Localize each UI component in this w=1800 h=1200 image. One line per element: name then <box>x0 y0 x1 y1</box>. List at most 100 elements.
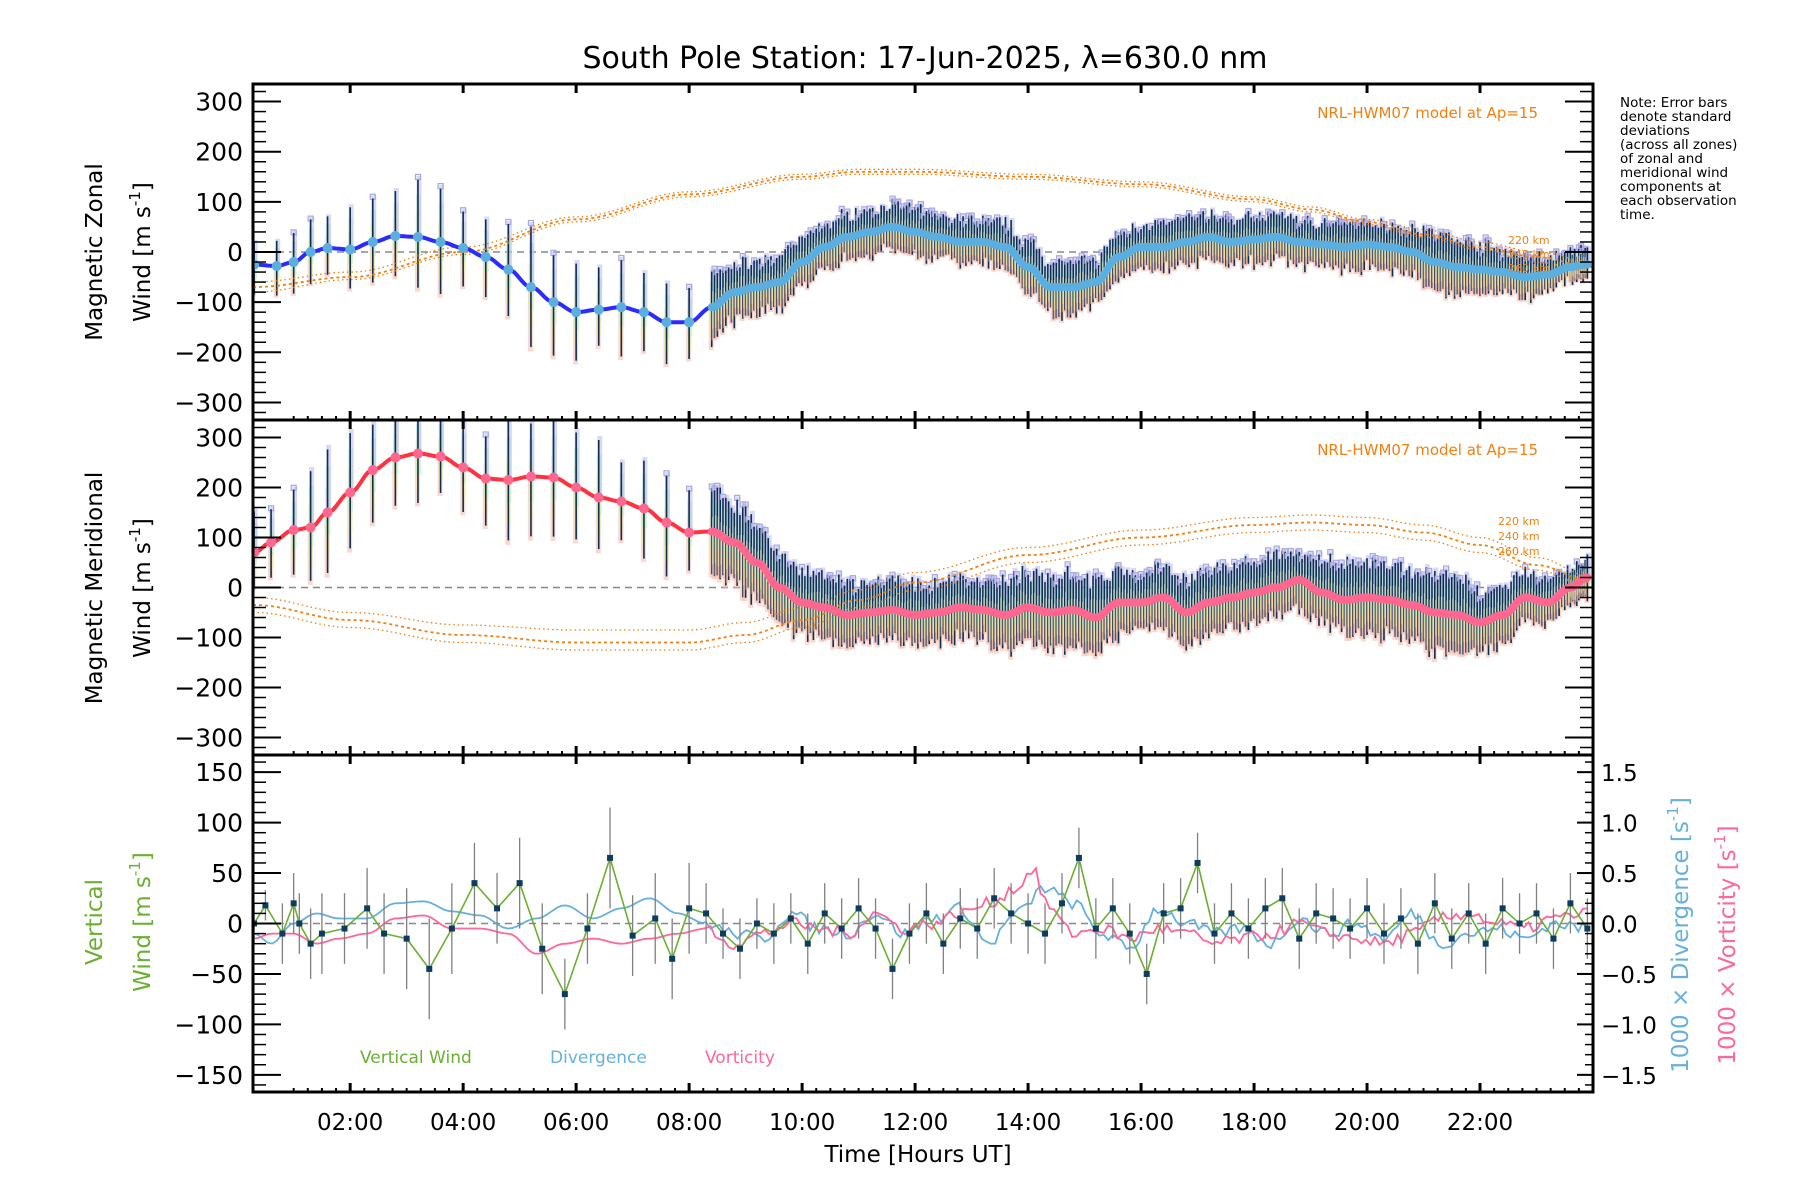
zone-sample-bar <box>371 420 377 475</box>
zone-sample-bar <box>597 435 603 496</box>
meridional-data-point <box>480 473 491 484</box>
right-tick-label: −0.5 <box>1601 963 1657 989</box>
zone-sample-bar <box>919 202 925 232</box>
zonal-data-point <box>322 242 333 253</box>
vertical-wind-point <box>838 925 845 932</box>
zone-sample-bar <box>1382 222 1388 248</box>
zonal-data-point <box>367 236 378 247</box>
vertical-wind-point <box>1550 935 1557 942</box>
vertical-wind-point <box>686 905 693 912</box>
vertical-wind-point <box>1296 935 1303 942</box>
zone-sample-bar <box>309 467 315 528</box>
meridional-data-point <box>548 472 559 483</box>
plot-area <box>253 168 1593 368</box>
meridional-data-point <box>367 465 378 475</box>
zone-sample-bar <box>735 496 741 544</box>
zone-sample-bar <box>484 216 490 260</box>
zone-sample-bar <box>393 187 399 235</box>
meridional-data-point <box>593 492 604 503</box>
y-tick-label: −100 <box>174 1010 243 1039</box>
vertical-wind-point <box>1109 905 1116 912</box>
vertical-wind-point <box>1414 940 1421 947</box>
zone-sample-bar <box>393 420 399 456</box>
zone-sample-bar <box>642 270 648 314</box>
right-tick-label: 1.0 <box>1601 812 1638 838</box>
vertical-wind-point <box>872 925 879 932</box>
zone-sample-bar <box>744 503 750 554</box>
meridional-data-point <box>458 462 469 473</box>
y-tick-label: 150 <box>195 758 243 787</box>
zone-sample-bar <box>744 255 750 288</box>
zone-sample-bar <box>766 535 772 575</box>
panel-meridional: −300 −200 −100 0 100 200 300 <box>174 418 1595 757</box>
y-tick-label: 0 <box>227 910 243 939</box>
meridional-data-point <box>638 503 649 514</box>
y-tick-label: 100 <box>195 524 243 553</box>
zone-sample-bar <box>947 216 953 237</box>
y-tick-label: −50 <box>190 960 243 989</box>
vertical-wind-point <box>906 930 913 937</box>
meridional-data-point <box>616 496 627 507</box>
vertical-wind-point <box>1482 940 1489 947</box>
zone-sample-bar <box>1145 222 1151 245</box>
vertical-wind-point <box>1262 905 1269 912</box>
plot-area <box>253 807 1593 1030</box>
vertical-wind-point <box>1126 930 1133 937</box>
zone-sample-bar <box>998 215 1004 244</box>
vertical-wind-point <box>991 895 998 902</box>
vertical-wind-point <box>923 910 930 917</box>
zonal-data-point <box>271 261 282 272</box>
zonal-data-point <box>480 252 491 263</box>
zone-sample-bar <box>619 459 625 503</box>
panel-vertical: −1.5 −1.0 −0.5 0.0 0.5 1.0 1.5 −150 −100 −50 0 50 10… <box>174 753 1657 1136</box>
zone-sample-bar <box>309 216 315 253</box>
zone-sample-bar <box>806 562 812 605</box>
vertical-wind-point <box>1092 925 1099 932</box>
vertical-wind-point <box>652 915 659 922</box>
zone-sample-bar <box>845 209 851 237</box>
zone-sample-bar <box>348 204 354 249</box>
vertical-wind-point <box>736 945 743 952</box>
vertical-wind-point <box>1143 970 1150 977</box>
zone-sample-bar <box>1407 563 1413 607</box>
zone-sample-bar <box>416 420 422 459</box>
y-tick-label: 50 <box>211 859 243 888</box>
vertical-wind-point <box>516 880 523 887</box>
model-curve-260km <box>253 529 1592 651</box>
y-tick-label: −200 <box>174 338 243 367</box>
model-curve-220km <box>253 168 1592 283</box>
vertical-wind-point <box>940 940 947 947</box>
zone-sample-bar <box>1413 226 1419 250</box>
vertical-wind-point <box>1075 854 1082 861</box>
vertical-wind-point <box>753 920 760 927</box>
vertical-wind-point <box>1397 915 1404 922</box>
zone-sample-bar <box>574 259 580 314</box>
vertical-wind-point <box>403 935 410 942</box>
meridional-data-point <box>288 525 299 535</box>
vertical-wind-point <box>381 930 388 937</box>
y-tick-label: 0 <box>227 238 243 267</box>
vertical-wind-point <box>1380 930 1387 937</box>
zone-outlier-point <box>437 182 444 190</box>
vertical-wind-point <box>561 991 568 998</box>
vertical-wind-point <box>1025 920 1032 927</box>
meridional-data-point <box>305 522 316 533</box>
zone-sample-bar <box>1176 573 1182 609</box>
model-curve-240km <box>253 170 1592 288</box>
vertical-wind-point <box>1364 905 1371 912</box>
zone-sample-bar <box>1275 546 1281 585</box>
zonal-data-point <box>616 302 627 313</box>
zonal-data-point <box>638 307 649 318</box>
zone-sample-bar <box>970 213 976 241</box>
vertical-wind-point <box>855 905 862 912</box>
zone-sample-bar <box>461 208 467 250</box>
vertical-wind-point <box>307 940 314 947</box>
zone-sample-bar <box>348 428 354 493</box>
y-tick-label: 0 <box>227 574 243 603</box>
zone-sample-bar <box>529 420 535 482</box>
zone-sample-bar <box>820 567 826 606</box>
vertical-wind-point <box>448 925 455 932</box>
right-tick-label: 0.0 <box>1601 913 1638 939</box>
meridional-data-point <box>266 537 277 548</box>
